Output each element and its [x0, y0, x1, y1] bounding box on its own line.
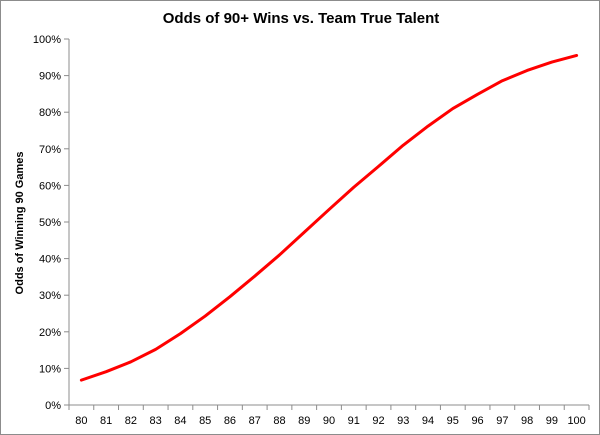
x-tick-label: 83: [150, 415, 162, 427]
x-tick-label: 98: [521, 415, 533, 427]
x-tick-label: 90: [323, 415, 335, 427]
series-group: [79, 53, 579, 382]
y-tick-label: 70%: [39, 144, 61, 156]
series-line: [79, 53, 579, 382]
x-tick-label: 84: [174, 415, 186, 427]
x-tick-label: 88: [273, 415, 285, 427]
y-tick-label: 20%: [39, 327, 61, 339]
y-tick-label: 90%: [39, 71, 61, 83]
y-axis-label: Odds of Winning 90 Games: [14, 152, 26, 295]
x-tick-label: 94: [422, 415, 434, 427]
x-tick-label: 81: [100, 415, 112, 427]
x-tick-label: 95: [447, 415, 459, 427]
y-tick-label: 10%: [39, 363, 61, 375]
chart-title: Odds of 90+ Wins vs. Team True Talent: [163, 10, 439, 27]
y-tick-label: 80%: [39, 107, 61, 119]
x-tick-label: 80: [75, 415, 87, 427]
x-tick-label: 89: [298, 415, 310, 427]
x-tick-label: 87: [249, 415, 261, 427]
x-tick-label: 100: [567, 415, 585, 427]
x-tick-label: 86: [224, 415, 236, 427]
y-tick-label: 100%: [33, 34, 61, 46]
x-tick-label: 96: [471, 415, 483, 427]
x-tick-label: 99: [546, 415, 558, 427]
x-tick-label: 93: [397, 415, 409, 427]
y-tick-label: 60%: [39, 180, 61, 192]
x-tick-label: 97: [496, 415, 508, 427]
x-tick-label: 85: [199, 415, 211, 427]
x-tick-label: 92: [372, 415, 384, 427]
y-tick-label: 30%: [39, 290, 61, 302]
x-axis-ticks: 80 81 82 83 84 85 86 87 88 89 90 91 92 93 94 95 96 97 98 99…: [68, 405, 590, 427]
y-tick-label: 40%: [39, 254, 61, 266]
y-axis-ticks: 0% 10% 20% 30% 40% 50% 60% 70% 80% 90% 100%: [33, 34, 69, 412]
x-tick-label: 91: [348, 415, 360, 427]
y-tick-label: 50%: [39, 217, 61, 229]
x-tick-label: 82: [125, 415, 137, 427]
y-tick-label: 0%: [45, 400, 61, 412]
